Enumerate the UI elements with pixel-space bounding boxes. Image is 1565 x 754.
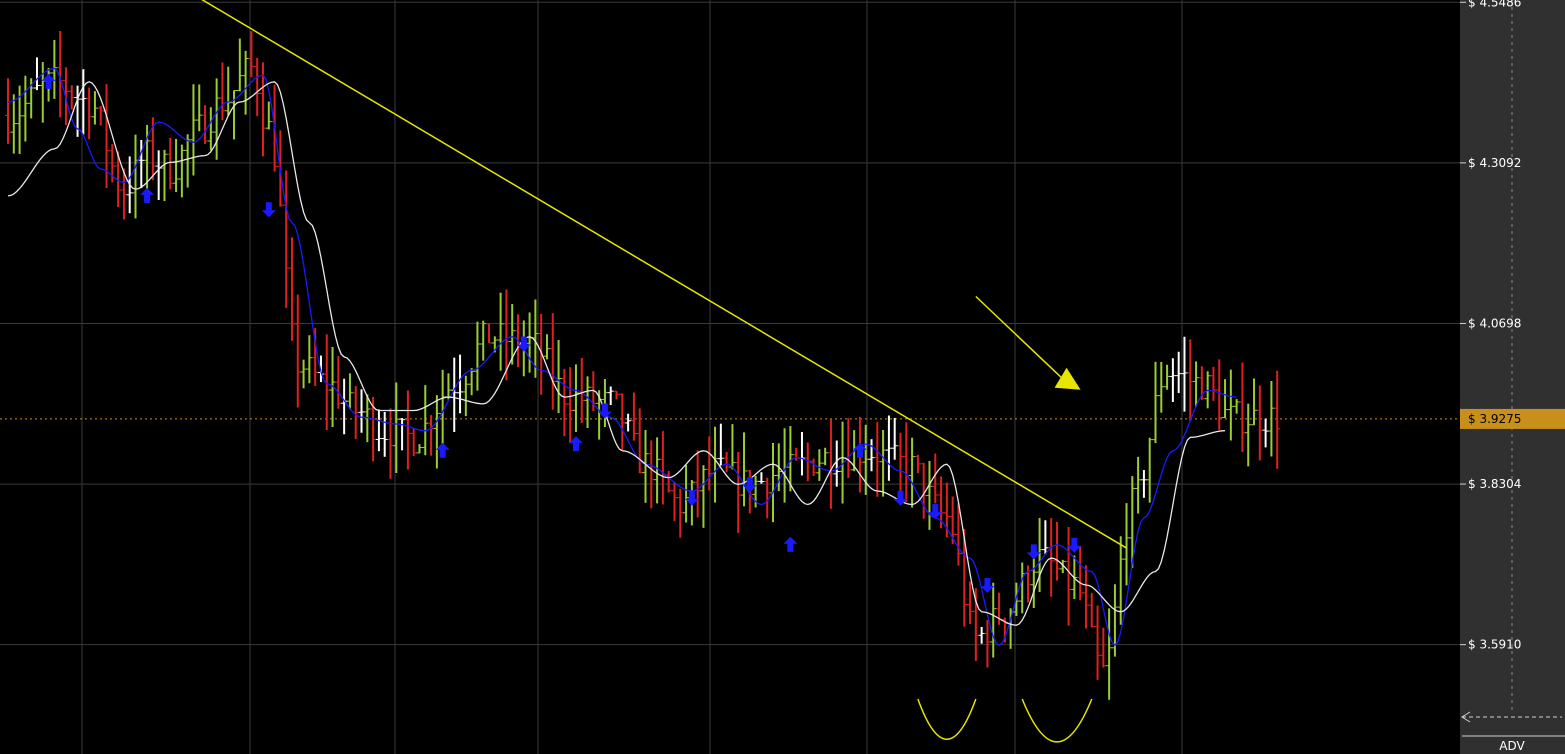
annotations — [201, 0, 1127, 743]
bottom-marker-curve — [1021, 698, 1093, 743]
signal-arrows — [41, 73, 1082, 593]
indicator-label[interactable]: ADV — [1499, 739, 1525, 753]
indicator-tab[interactable]: ADV — [1461, 711, 1565, 753]
price-axis-label: $ 3.5910 — [1468, 638, 1521, 652]
arrow-up-icon — [568, 436, 583, 452]
arrow-down-icon — [980, 577, 995, 593]
arrow-down-icon — [1026, 544, 1041, 560]
arrow-left-icon[interactable] — [1461, 711, 1471, 723]
arrow-head-icon — [1054, 367, 1081, 390]
moving-averages — [7, 67, 1237, 647]
arrow-up-icon — [435, 442, 450, 458]
annotation-arrow-line — [975, 295, 1064, 380]
current-price-label: $ 3.9275 — [1468, 412, 1521, 426]
grid — [0, 0, 1513, 754]
arrow-down-icon — [597, 403, 612, 419]
arrow-down-icon — [261, 202, 276, 218]
arrow-up-icon — [41, 73, 56, 89]
price-axis-label: $ 4.3092 — [1468, 156, 1521, 170]
arrow-down-icon — [893, 490, 908, 506]
arrow-down-icon — [742, 477, 757, 493]
arrow-down-icon — [928, 504, 943, 520]
price-axis: $ 4.5486 $ 4.3092 $ 4.0698 $ 3.8304 $ 3.5910… — [1460, 0, 1565, 652]
price-axis-label: $ 4.5486 — [1468, 0, 1521, 9]
arrow-up-icon — [783, 536, 798, 552]
current-price-badge — [1460, 408, 1565, 429]
bottom-marker-curve — [917, 698, 977, 740]
arrow-down-icon — [516, 336, 531, 352]
arrow-up-icon — [140, 187, 155, 203]
fast-moving-average-line — [7, 67, 1237, 647]
arrow-down-icon — [684, 490, 699, 506]
price-axis-label: $ 3.8304 — [1468, 477, 1521, 491]
slow-moving-average-line — [7, 81, 1226, 626]
price-axis-panel — [1460, 0, 1565, 754]
arrow-down-icon — [1067, 537, 1082, 553]
arrow-up-icon — [852, 442, 867, 458]
price-axis-label: $ 4.0698 — [1468, 316, 1521, 330]
trend-line — [201, 0, 1127, 549]
plot-area — [0, 0, 1460, 754]
